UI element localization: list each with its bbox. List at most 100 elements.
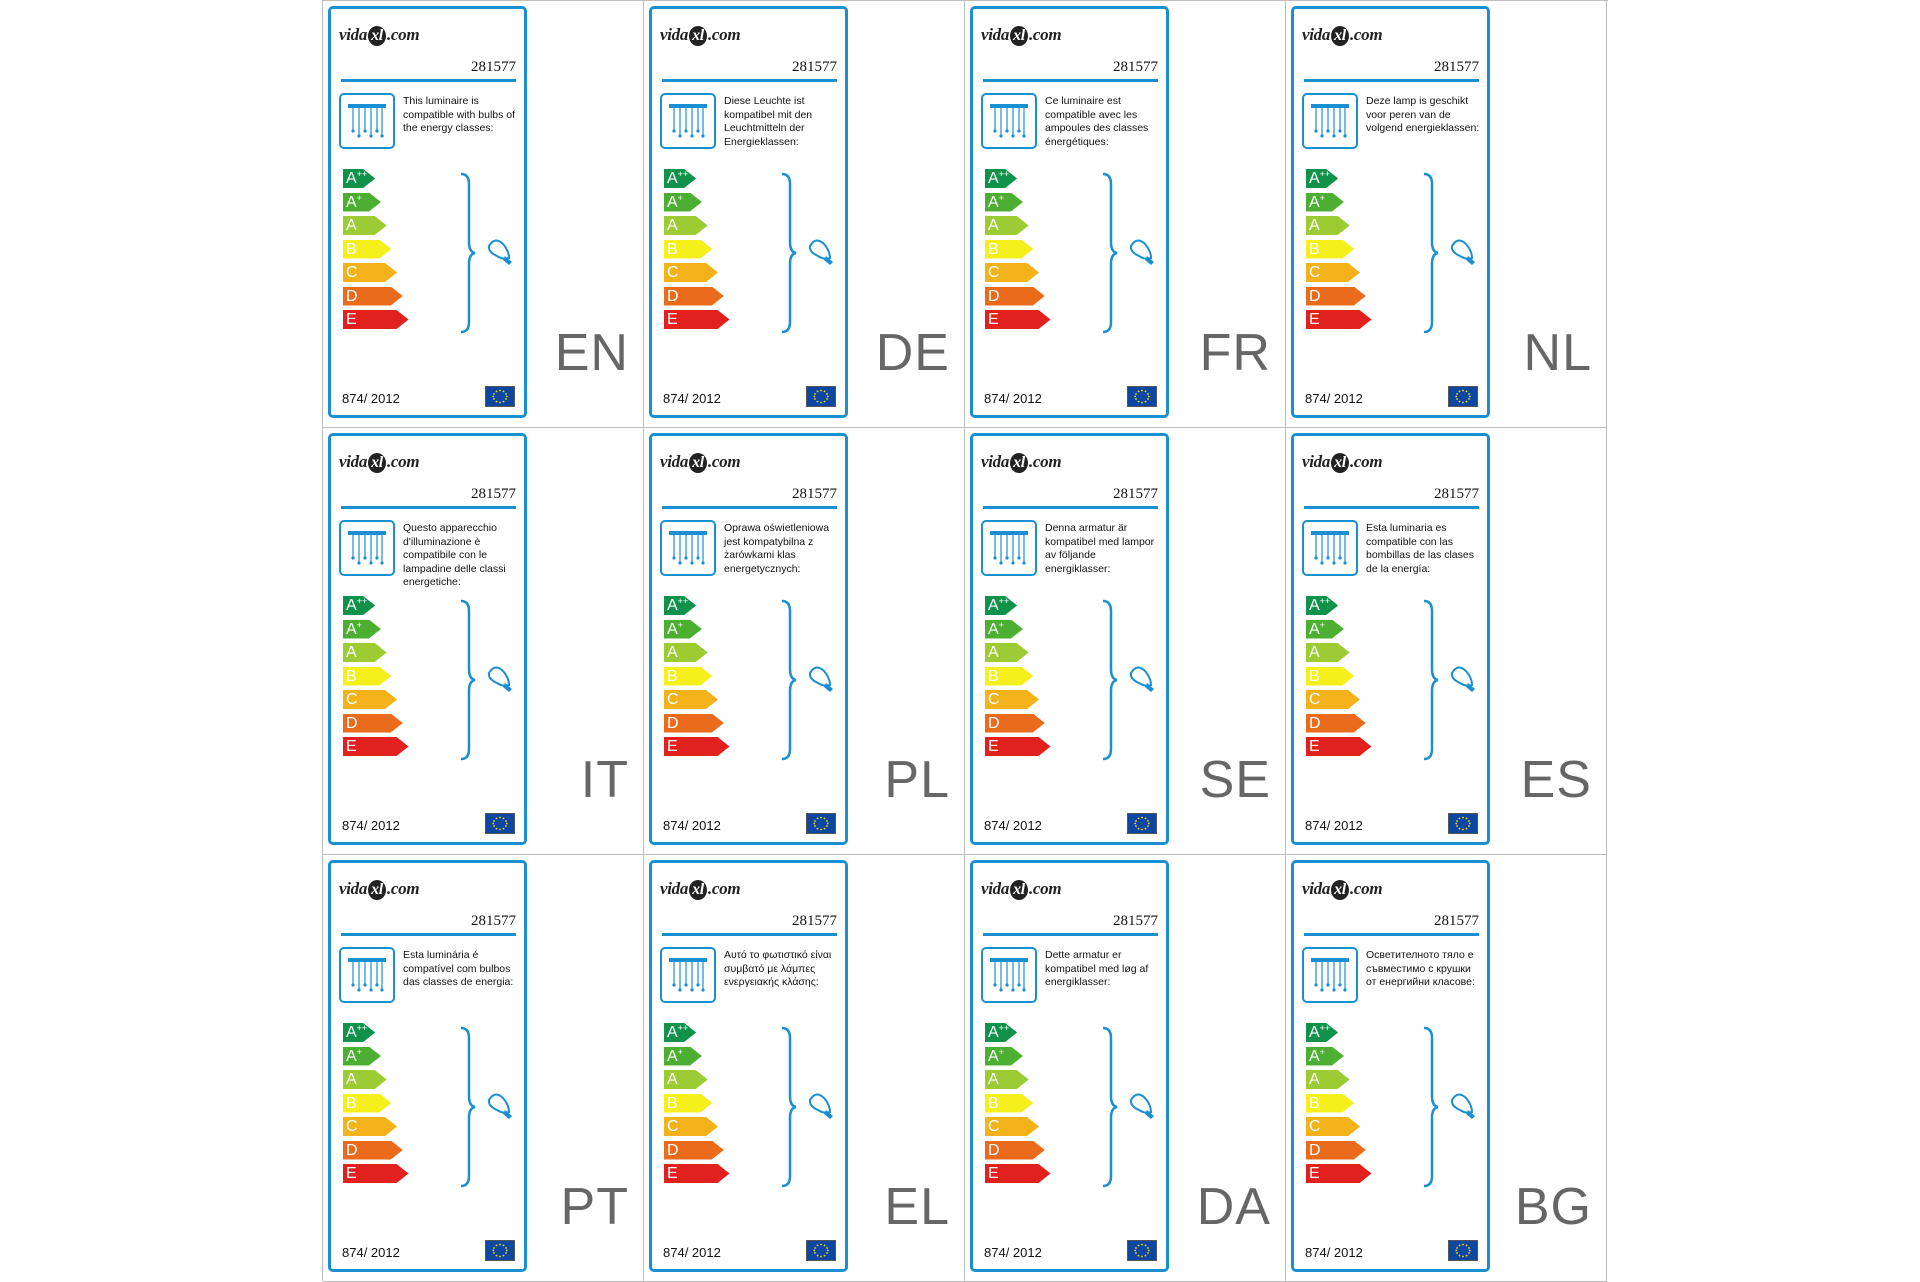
- header-divider: [983, 79, 1158, 82]
- language-cell: vida xl .com 281577 Deze lamp is geschikt: [1286, 1, 1607, 428]
- energy-class-bar: A+: [664, 1047, 702, 1066]
- header-divider: [983, 933, 1158, 936]
- product-code: 281577: [471, 59, 516, 75]
- energy-class-letter: A: [346, 644, 357, 661]
- energy-class-letter: A: [346, 217, 357, 234]
- energy-class-plus: ++: [1319, 169, 1331, 179]
- energy-class-bar: E: [985, 310, 1051, 329]
- energy-class-plus: +: [1319, 1046, 1325, 1057]
- ceiling-luminaire-icon: [660, 520, 716, 576]
- energy-class-plus: ++: [998, 169, 1010, 179]
- energy-class-bar: D: [343, 1141, 403, 1160]
- energy-class-bar: E: [1306, 310, 1372, 329]
- energy-label-card: vida xl .com 281577 Denna armatur är komp: [970, 433, 1169, 845]
- header-divider: [341, 79, 516, 82]
- header-divider: [1304, 79, 1479, 82]
- light-bulb-icon: [487, 666, 512, 692]
- energy-class-scale: A++ A+ A B C D E: [664, 1023, 730, 1188]
- energy-class-letter: A: [667, 1024, 678, 1041]
- energy-class-letter: D: [988, 287, 1000, 305]
- language-code: EL: [884, 1178, 950, 1236]
- energy-class-plus: ++: [1319, 1023, 1331, 1033]
- vidaxl-logo: vida xl .com: [1302, 452, 1383, 473]
- energy-class-letter: A: [667, 1071, 678, 1088]
- energy-class-bar: A++: [1306, 596, 1338, 615]
- energy-class-bar: B: [985, 667, 1033, 686]
- regulation-number: 874/ 2012: [342, 1245, 400, 1260]
- language-code: IT: [580, 751, 629, 809]
- energy-class-letter: C: [346, 691, 358, 708]
- energy-class-letter: B: [1309, 240, 1320, 258]
- energy-class-letter: E: [1309, 1165, 1320, 1182]
- ceiling-luminaire-icon: [1302, 93, 1358, 149]
- light-bulb-icon: [808, 666, 833, 692]
- header-divider: [662, 79, 837, 82]
- product-code: 281577: [1434, 913, 1479, 929]
- compatibility-text: Esta luminária é compatível com bulbos d…: [403, 949, 514, 988]
- language-cell: vida xl .com 281577 Esta luminária é comp: [323, 855, 644, 1282]
- ceiling-luminaire-icon: [1302, 947, 1358, 1003]
- language-code: DE: [875, 324, 950, 382]
- energy-class-bar: A+: [343, 1047, 381, 1066]
- energy-class-bar: D: [1306, 714, 1366, 733]
- eu-flag-icon: [485, 386, 515, 407]
- energy-class-bar: B: [343, 667, 391, 686]
- energy-class-letter: D: [1309, 287, 1321, 305]
- light-bulb-icon: [1450, 239, 1475, 265]
- energy-class-letter: D: [346, 287, 358, 305]
- energy-class-plus: ++: [998, 596, 1010, 606]
- vidaxl-logo: vida xl .com: [339, 25, 420, 46]
- ceiling-luminaire-icon: [981, 520, 1037, 576]
- compatibility-text: Ce luminaire est compatible avec les amp…: [1045, 95, 1149, 148]
- energy-class-bar: A++: [343, 596, 375, 615]
- product-code: 281577: [471, 913, 516, 929]
- energy-class-letter: C: [988, 1118, 1000, 1135]
- regulation-number: 874/ 2012: [663, 391, 721, 406]
- energy-class-scale: A++ A+ A B C D E: [985, 169, 1051, 334]
- product-code: 281577: [792, 913, 837, 929]
- language-cell: vida xl .com 281577 Esta luminaria es com: [1286, 428, 1607, 855]
- energy-class-scale: A++ A+ A B C D E: [343, 596, 409, 761]
- energy-class-bar: E: [1306, 1164, 1372, 1183]
- energy-class-bar: C: [664, 263, 718, 282]
- energy-class-bar: E: [985, 1164, 1051, 1183]
- eu-flag-icon: [1448, 1240, 1478, 1261]
- eu-flag-icon: [1448, 386, 1478, 407]
- energy-class-letter: E: [1309, 738, 1320, 755]
- product-code: 281577: [792, 486, 837, 502]
- energy-class-bar: B: [1306, 1094, 1354, 1113]
- energy-class-bar: A: [343, 1070, 387, 1089]
- energy-class-bar: C: [343, 1117, 397, 1136]
- energy-class-letter: E: [667, 1165, 678, 1182]
- energy-class-letter: A: [346, 1024, 357, 1041]
- energy-class-letter: A: [1309, 1024, 1320, 1041]
- compatibility-text: Dette armatur er kompatibel med løg af e…: [1045, 949, 1149, 988]
- energy-class-bar: A++: [664, 596, 696, 615]
- energy-class-plus: +: [356, 192, 362, 203]
- regulation-number: 874/ 2012: [984, 1245, 1042, 1260]
- energy-class-letter: C: [667, 264, 679, 281]
- energy-class-letter: C: [1309, 691, 1321, 708]
- energy-class-bar: D: [664, 714, 724, 733]
- ceiling-luminaire-icon: [339, 93, 395, 149]
- eu-flag-icon: [1448, 813, 1478, 834]
- energy-class-letter: D: [346, 1141, 358, 1159]
- energy-class-plus: ++: [677, 1023, 689, 1033]
- energy-class-letter: B: [346, 667, 357, 685]
- energy-class-bar: A++: [664, 169, 696, 188]
- ceiling-luminaire-icon: [1302, 520, 1358, 576]
- energy-class-scale: A++ A+ A B C D E: [664, 169, 730, 334]
- energy-class-letter: E: [988, 1165, 999, 1182]
- class-range-bracket: [459, 172, 519, 339]
- language-cell: vida xl .com 281577 Αυτό το φωτιστικό είν: [644, 855, 965, 1282]
- energy-class-bar: A+: [664, 620, 702, 639]
- energy-class-letter: B: [988, 1094, 999, 1112]
- energy-class-letter: C: [1309, 264, 1321, 281]
- energy-class-bar: E: [343, 1164, 409, 1183]
- eu-flag-icon: [1127, 813, 1157, 834]
- energy-class-plus: +: [356, 619, 362, 630]
- ceiling-luminaire-icon: [981, 947, 1037, 1003]
- light-bulb-icon: [487, 239, 512, 265]
- energy-class-letter: D: [988, 1141, 1000, 1159]
- energy-class-letter: C: [988, 264, 1000, 281]
